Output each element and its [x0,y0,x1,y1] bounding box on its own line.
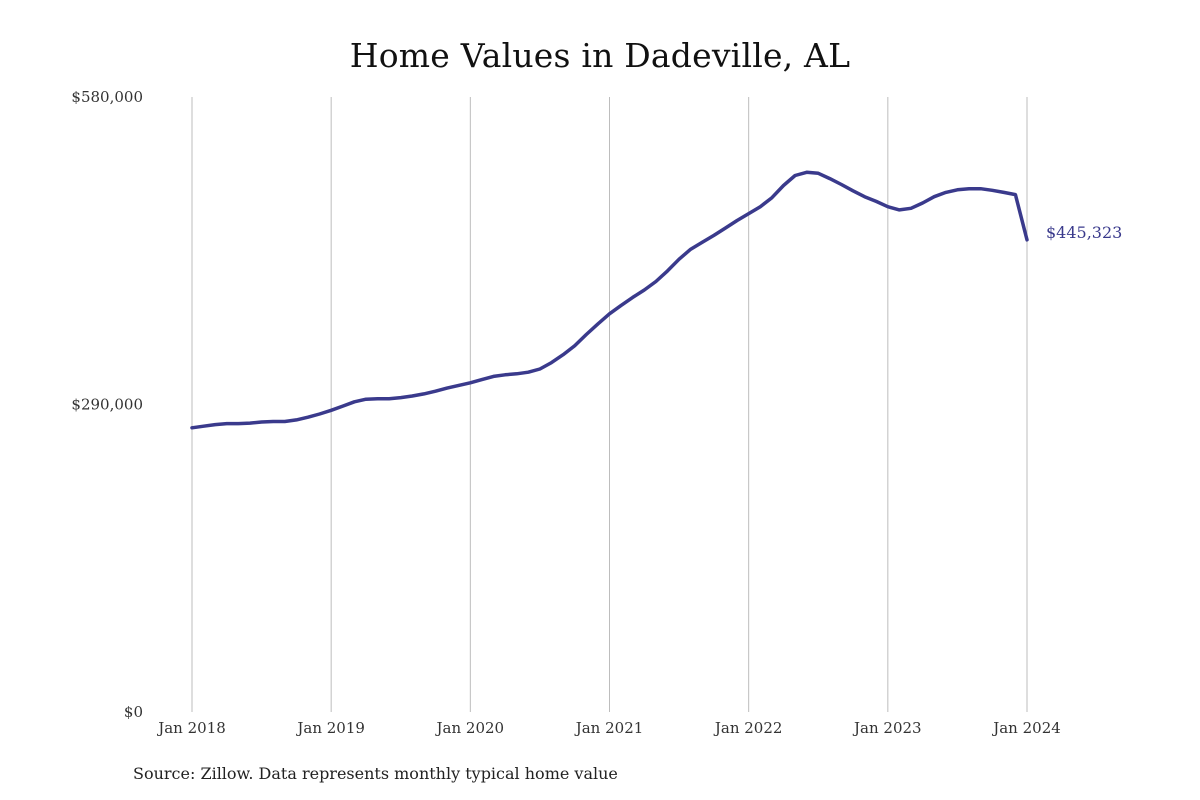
y-axis-ticks: $0 $290,000 $580,000 [71,88,143,721]
x-tick-label: Jan 2020 [435,719,505,737]
x-tick-label: Jan 2023 [852,719,922,737]
chart-title: Home Values in Dadeville, AL [349,36,851,75]
series-layer: $445,323 [190,170,1122,430]
y-tick-label: $0 [124,703,143,721]
end-value-label: $445,323 [1046,223,1122,242]
series-line [190,170,1029,430]
y-tick-label: $290,000 [71,396,143,414]
source-note: Source: Zillow. Data represents monthly … [133,764,618,783]
x-axis-ticks: Jan 2018 Jan 2019 Jan 2020 Jan 2021 Jan 2022… [156,719,1061,737]
x-tick-label: Jan 2024 [991,719,1061,737]
gridlines [191,97,1028,712]
x-tick-label: Jan 2019 [295,719,365,737]
y-tick-label: $580,000 [71,88,143,106]
x-tick-label: Jan 2022 [713,719,783,737]
x-tick-label: Jan 2021 [574,719,644,737]
x-tick-label: Jan 2018 [156,719,226,737]
